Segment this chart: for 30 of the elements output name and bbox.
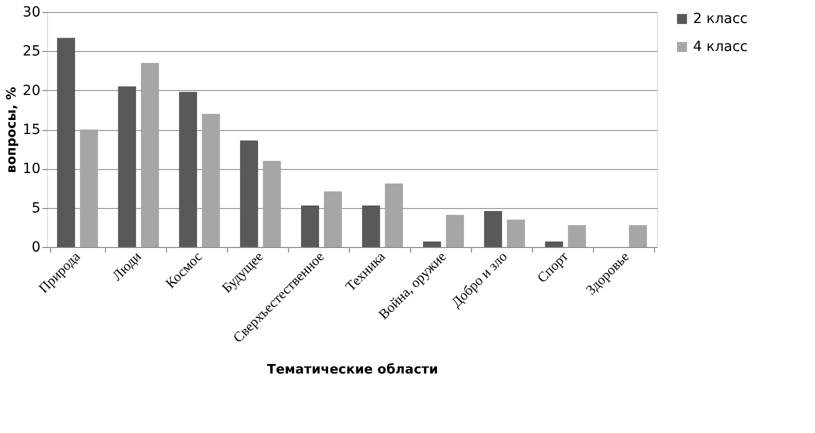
x-axis-title: Тематические области bbox=[266, 362, 438, 378]
bar bbox=[484, 210, 502, 247]
bar bbox=[301, 205, 320, 247]
y-tick-label: 20 bbox=[22, 82, 40, 99]
bar bbox=[423, 242, 442, 247]
y-tick-label: 5 bbox=[32, 200, 40, 216]
bar bbox=[262, 160, 281, 247]
bar bbox=[240, 140, 258, 247]
y-axis-title: вопросы, % bbox=[4, 86, 20, 174]
bar bbox=[57, 38, 76, 247]
bar bbox=[118, 86, 136, 247]
legend-label: 4 класс bbox=[693, 39, 748, 55]
bar bbox=[80, 130, 98, 247]
y-tick-label: 15 bbox=[22, 122, 40, 138]
bar bbox=[362, 205, 380, 247]
bar bbox=[140, 62, 159, 247]
y-tick-label: 25 bbox=[22, 44, 40, 60]
bar bbox=[545, 242, 564, 247]
bar bbox=[628, 225, 647, 247]
bar bbox=[568, 225, 586, 247]
y-tick-label: 10 bbox=[22, 161, 40, 178]
bar bbox=[446, 214, 464, 247]
bar bbox=[179, 92, 198, 247]
y-tick-label: 30 bbox=[22, 4, 40, 20]
bar bbox=[384, 184, 403, 247]
legend-label: 2 класс bbox=[693, 11, 748, 27]
bar bbox=[202, 114, 220, 247]
bar bbox=[506, 220, 525, 247]
bar bbox=[324, 191, 342, 247]
y-tick-label: 0 bbox=[32, 240, 40, 256]
